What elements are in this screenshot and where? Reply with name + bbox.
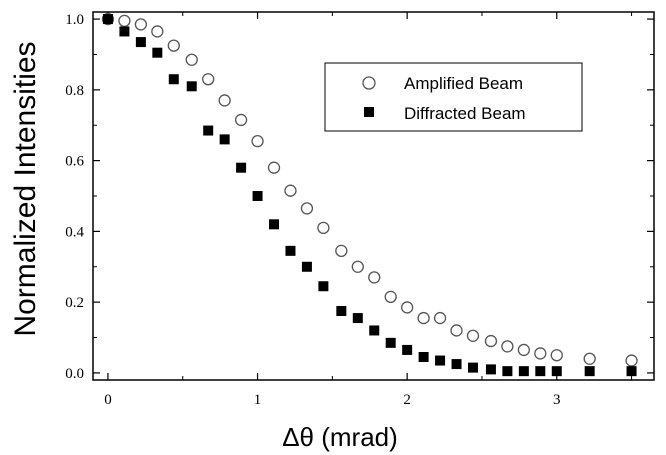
data-point-amplified-beam	[218, 94, 231, 107]
data-point-diffracted-beam	[402, 344, 413, 355]
legend-marker-diffracted-beam	[364, 107, 374, 117]
data-point-amplified-beam	[625, 354, 638, 367]
data-point-diffracted-beam	[626, 366, 637, 377]
data-point-diffracted-beam	[435, 355, 446, 366]
data-point-amplified-beam	[151, 25, 164, 38]
x-tick-label: 1	[254, 392, 262, 408]
legend-box	[324, 62, 583, 132]
x-tick-labels: 0 1 2 3	[104, 392, 560, 408]
data-point-diffracted-beam	[269, 219, 280, 230]
data-point-diffracted-beam	[318, 281, 329, 292]
data-point-diffracted-beam	[352, 313, 363, 324]
data-point-diffracted-beam	[584, 366, 595, 377]
data-point-diffracted-beam	[301, 261, 312, 272]
y-tick-label: 0.6	[65, 154, 84, 170]
data-point-diffracted-beam	[518, 366, 529, 377]
data-point-diffracted-beam	[418, 352, 429, 362]
data-point-amplified-beam	[167, 39, 180, 52]
data-point-diffracted-beam	[252, 191, 263, 201]
data-point-amplified-beam	[202, 73, 215, 86]
y-tick-labels: 0.0 0.2 0.4 0.6 0.8 1.0	[65, 12, 84, 382]
data-point-amplified-beam	[466, 329, 480, 342]
data-point-amplified-beam	[484, 334, 498, 348]
legend-marker-amplified-beam	[362, 76, 376, 90]
data-point-diffracted-beam	[186, 81, 197, 92]
data-point-amplified-beam	[450, 324, 463, 337]
data-point-diffracted-beam	[485, 364, 496, 375]
data-point-diffracted-beam	[236, 162, 247, 173]
data-point-diffracted-beam	[285, 245, 296, 256]
legend-label-diffracted-beam: Diffracted Beam	[404, 104, 526, 123]
data-point-amplified-beam	[300, 202, 314, 215]
legend-label-amplified-beam: Amplified Beam	[404, 74, 523, 93]
data-point-diffracted-beam	[203, 125, 214, 136]
data-point-diffracted-beam	[336, 306, 347, 316]
legend: Amplified Beam Diffracted Beam	[324, 62, 583, 132]
y-axis-label: Normalized Intensities	[9, 41, 42, 336]
data-point-amplified-beam	[433, 311, 447, 325]
y-tick-label: 0.2	[65, 295, 84, 311]
data-point-diffracted-beam	[467, 362, 478, 373]
data-point-amplified-beam	[583, 352, 596, 365]
y-tick-label: 0.8	[65, 83, 84, 99]
data-point-diffracted-beam	[385, 337, 396, 348]
data-point-amplified-beam	[335, 244, 348, 257]
y-tick-label: 1.0	[65, 12, 84, 28]
data-point-diffracted-beam	[102, 14, 113, 25]
data-point-amplified-beam	[317, 221, 330, 234]
data-point-amplified-beam	[417, 311, 430, 325]
plot-frame	[92, 11, 655, 381]
data-point-amplified-beam	[401, 301, 414, 314]
series-diffracted-beam	[102, 14, 637, 377]
data-point-amplified-beam	[534, 347, 547, 360]
data-point-amplified-beam	[134, 18, 148, 31]
x-axis-label: Δθ (mrad)	[282, 422, 398, 452]
data-point-amplified-beam	[234, 113, 248, 127]
data-point-amplified-beam	[384, 290, 397, 303]
y-tick-label: 0.4	[65, 224, 84, 240]
data-point-diffracted-beam	[219, 134, 230, 145]
data-point-diffracted-beam	[451, 359, 462, 370]
data-point-diffracted-beam	[369, 325, 380, 336]
data-point-diffracted-beam	[119, 26, 130, 37]
data-point-amplified-beam	[284, 184, 297, 197]
data-point-amplified-beam	[185, 53, 198, 66]
y-tick-label: 0.0	[65, 366, 84, 382]
x-tick-label: 0	[104, 392, 112, 408]
data-point-amplified-beam	[351, 260, 364, 273]
x-tick-label: 3	[553, 392, 561, 408]
data-point-amplified-beam	[550, 349, 563, 362]
plot-series	[101, 12, 638, 377]
data-point-diffracted-beam	[168, 74, 179, 85]
data-point-diffracted-beam	[535, 366, 546, 377]
data-point-amplified-beam	[267, 161, 281, 174]
data-point-diffracted-beam	[551, 366, 562, 377]
x-tick-label: 2	[403, 392, 411, 408]
data-point-amplified-beam	[251, 135, 264, 148]
data-point-amplified-beam	[501, 340, 514, 353]
data-point-diffracted-beam	[135, 37, 146, 48]
data-point-amplified-beam	[517, 343, 530, 357]
data-point-diffracted-beam	[502, 366, 513, 377]
data-point-amplified-beam	[368, 271, 381, 284]
data-point-amplified-beam	[118, 14, 131, 27]
data-point-diffracted-beam	[152, 47, 163, 58]
